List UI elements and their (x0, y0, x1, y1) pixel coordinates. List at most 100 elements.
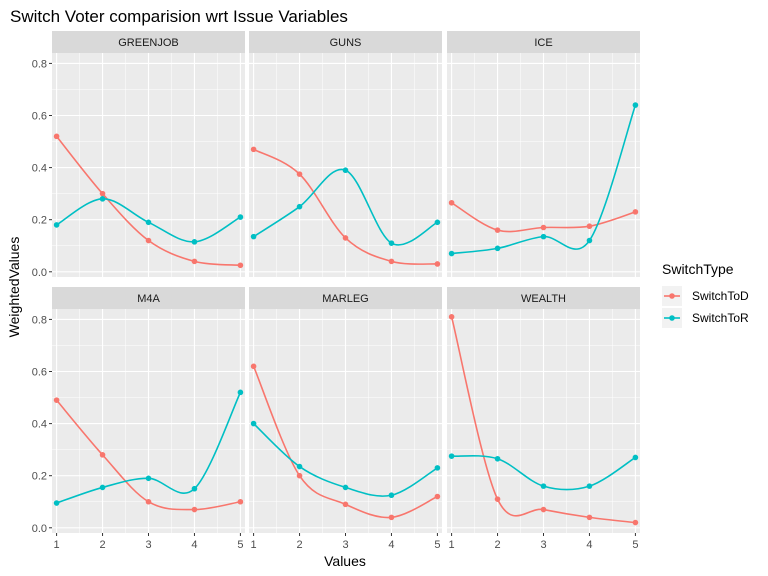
data-point-switchtod (448, 314, 455, 320)
facet-panel-marleg: MARLEG 1 2 3 4 5 (249, 287, 442, 551)
facet-strip (52, 31, 245, 53)
data-point-switchtod (342, 235, 349, 241)
data-point-switchtor (494, 455, 501, 462)
data-point-switchtod (237, 498, 244, 505)
data-point-switchtor (586, 483, 593, 489)
legend-item-switchtor: SwitchToR (662, 308, 749, 328)
x-tick-label: 1 (54, 539, 60, 551)
facet-strip-label: ICE (534, 37, 552, 49)
data-point-switchtod (191, 258, 198, 265)
data-point-switchtor (53, 222, 60, 228)
y-axis-title: WeightedValues (6, 237, 22, 338)
data-point-switchtor (540, 483, 547, 489)
data-point-switchtod (296, 171, 303, 177)
facet-panel-m4a: M4A 0.0 0.2 0.4 0.6 0.8 1 2 3 4 5 (32, 287, 245, 551)
data-point-switchtod (586, 223, 593, 230)
y-tick-label: 0.6 (32, 111, 47, 123)
legend: SwitchType SwitchToD SwitchToR (662, 261, 749, 328)
legend-key-point (669, 293, 675, 299)
y-tick-label: 0.4 (32, 419, 47, 431)
data-point-switchtor (99, 196, 106, 202)
facet-panel-wealth: WEALTH 1 2 3 4 5 (447, 287, 640, 551)
facet-strip (249, 287, 442, 309)
data-point-switchtor (448, 453, 455, 459)
data-point-switchtor (586, 237, 593, 244)
data-point-switchtod (250, 146, 257, 153)
y-tick-label: 0.8 (32, 58, 47, 70)
x-tick-label: 3 (342, 539, 348, 551)
facet-panel-guns: GUNS (249, 31, 442, 277)
facet-panel-greenjob: GREENJOB 0.0 0.2 0.4 0.6 0.8 (32, 31, 245, 279)
facet-strip-label: GREENJOB (118, 37, 179, 49)
data-point-switchtod (494, 227, 501, 233)
x-tick-label: 4 (586, 539, 592, 551)
facet-strip-label: GUNS (330, 37, 362, 49)
legend-label: SwitchToR (692, 311, 749, 325)
data-point-switchtod (53, 133, 60, 140)
data-point-switchtor (388, 240, 395, 246)
y-tick-label: 0.8 (32, 314, 47, 326)
x-tick-label: 5 (632, 539, 638, 551)
data-point-switchtod (434, 493, 441, 500)
data-point-switchtod (145, 498, 152, 505)
y-tick-label: 0.6 (32, 367, 47, 379)
facet-panels: GREENJOB 0.0 0.2 0.4 0.6 0.8 GUNS ICE M4A 0.0 0.2 0… (32, 31, 640, 551)
data-point-switchtor (296, 203, 303, 210)
chart-title: Switch Voter comparision wrt Issue Varia… (10, 7, 348, 26)
x-tick-label: 5 (434, 539, 440, 551)
data-point-switchtor (342, 484, 349, 491)
data-point-switchtor (250, 420, 257, 427)
data-point-switchtor (540, 233, 547, 240)
data-point-switchtod (448, 199, 455, 206)
x-tick-label: 2 (99, 539, 105, 551)
x-tick-label: 1 (251, 539, 257, 551)
y-tick-label: 0.4 (32, 163, 47, 175)
data-point-switchtor (191, 239, 198, 245)
y-tick-label: 0.2 (32, 215, 47, 227)
data-point-switchtod (586, 514, 593, 521)
facet-strip-label: M4A (137, 293, 160, 305)
data-point-switchtod (99, 190, 106, 197)
data-point-switchtor (434, 219, 441, 226)
y-tick-label: 0.0 (32, 267, 47, 279)
legend-title: SwitchType (662, 261, 734, 277)
data-point-switchtor (191, 485, 198, 492)
data-point-switchtod (494, 496, 501, 502)
data-point-switchtor (342, 167, 349, 174)
data-point-switchtod (53, 397, 60, 403)
data-point-switchtod (237, 262, 244, 269)
legend-label: SwitchToD (692, 289, 749, 303)
legend-item-switchtod: SwitchToD (662, 286, 749, 306)
y-tick-label: 0.0 (32, 523, 47, 535)
data-point-switchtod (632, 519, 639, 526)
data-point-switchtod (99, 452, 106, 458)
data-point-switchtod (296, 472, 303, 479)
facet-strip (52, 287, 245, 309)
x-axis-title: Values (324, 553, 366, 569)
series-line-switchtor (451, 104, 637, 255)
x-tick-label: 1 (449, 539, 455, 551)
data-point-switchtor (145, 475, 152, 482)
series-line-switchtod (252, 365, 438, 519)
x-tick-label: 5 (237, 539, 243, 551)
data-point-switchtor (237, 214, 244, 220)
data-point-switchtor (250, 233, 257, 240)
data-point-switchtod (540, 506, 547, 513)
data-point-switchtod (191, 506, 198, 513)
data-point-switchtod (342, 501, 349, 508)
x-tick-label: 3 (540, 539, 546, 551)
legend-key-point (669, 315, 675, 321)
data-point-switchtod (540, 224, 547, 231)
x-tick-label: 3 (145, 539, 151, 551)
data-point-switchtor (632, 454, 639, 461)
data-point-switchtor (632, 102, 639, 108)
x-tick-label: 4 (191, 539, 197, 551)
data-point-switchtod (250, 363, 257, 370)
x-tick-label: 4 (388, 539, 394, 551)
series-line-switchtor (56, 392, 242, 504)
y-tick-label: 0.2 (32, 471, 47, 483)
data-point-switchtor (448, 250, 455, 257)
facet-panel-ice: ICE (447, 31, 640, 277)
x-tick-label: 2 (494, 539, 500, 551)
